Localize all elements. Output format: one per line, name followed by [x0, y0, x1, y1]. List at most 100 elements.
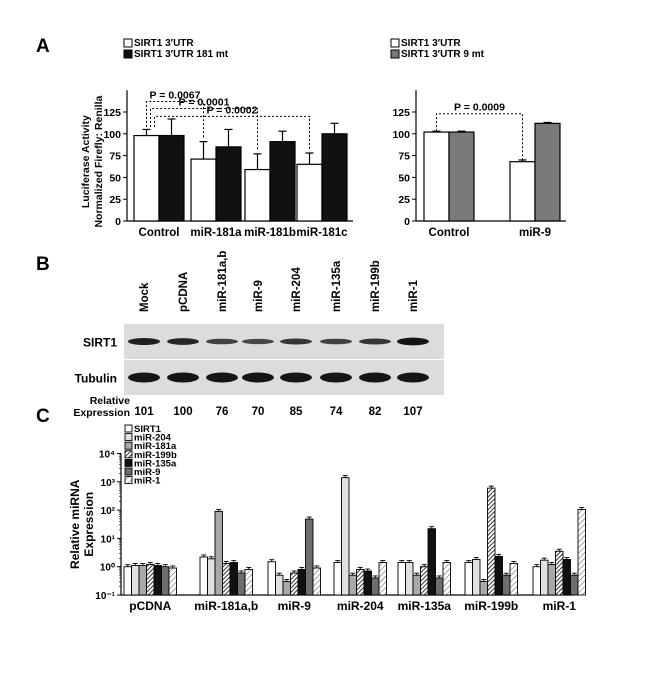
relative-expression-value-mir-135a: 74: [330, 406, 343, 418]
legend-label-sirt1-3-utr-181-mt: SIRT1 3′UTR 181 mt: [134, 49, 229, 60]
bar-mir-199b-mir-135a: [420, 566, 429, 596]
lane-label-mir-204: miR-204: [291, 267, 303, 312]
lane-label-mir-1: miR-1: [408, 279, 420, 312]
legend-swatch: [123, 38, 133, 48]
legend-swatch: [390, 49, 400, 59]
legend-swatch: [124, 450, 133, 459]
bar-mir-181a-mir-1: [547, 564, 556, 596]
legend-swatch: [124, 476, 133, 485]
bar-mir-9-mir-204: [371, 577, 380, 596]
relative-expression-value-mir-199b: 82: [369, 406, 382, 418]
bar-mir-181a-pcdna: [138, 565, 147, 596]
significance-bracket: [146, 101, 204, 140]
legend-label-mir-199b: miR-199b: [134, 450, 177, 461]
band-tubulin-mir-204: [280, 372, 312, 383]
band-tubulin-mir-199b: [359, 372, 391, 383]
x-tick-label-mir-181a: miR-181a: [190, 227, 242, 239]
p-value-label: P = 0.0067: [150, 90, 201, 102]
bar-mir-135a-mir-9: [297, 568, 306, 596]
bar-sirt1-pcdna: [123, 566, 132, 596]
bar-mir-135a-pcdna: [153, 565, 162, 596]
bar-sirt1-3-utr-9-mt-control: [448, 131, 475, 222]
bar-sirt1-3-utr-181-mt-mir-181a: [215, 146, 242, 222]
bar-mir-204-mir-1: [540, 559, 549, 596]
band-sirt1-mir-9: [242, 338, 274, 345]
panel-letter-c: C: [36, 406, 50, 427]
bar-mir-181a-mir-9: [282, 581, 291, 596]
relative-expression-label: Expression: [73, 407, 130, 419]
x-tick-label-control: Control: [139, 227, 180, 239]
bar-mir-204-pcdna: [131, 565, 140, 596]
y-tick-label: 10⁻¹: [95, 591, 115, 602]
y-tick-label: 25: [109, 194, 121, 206]
legend-label-mir-9: miR-9: [134, 467, 160, 478]
bar-mir-9-pcdna: [161, 566, 170, 596]
bar-mir-1-mir-181a-b: [244, 568, 253, 596]
legend-swatch: [123, 49, 133, 59]
relative-expression-value-mir-204: 85: [290, 406, 303, 418]
y-tick-label: 10⁴: [99, 450, 115, 461]
bar-mir-181a-mir-204: [348, 574, 357, 596]
y-tick-label: 10¹: [101, 534, 116, 545]
legend-swatch: [124, 433, 133, 442]
bar-mir-1-mir-204: [378, 562, 387, 596]
chart-a-left: 0 25 50 75 100 125 Luciferase Activity Normaliz…: [80, 38, 353, 239]
lane-label-pcdna: pCDNA: [178, 272, 190, 312]
bar-mir-135a-mir-135a: [427, 528, 436, 596]
bar-mir-135a-mir-204: [363, 570, 372, 596]
band-sirt1-pcdna: [167, 338, 199, 345]
p-value-label: P = 0.0002: [207, 104, 258, 116]
bar-mir-199b-mir-199b: [487, 487, 496, 596]
lane-label-mir-135a: miR-135a: [331, 260, 343, 312]
bar-sirt1-3-utr-control: [423, 131, 450, 222]
bar-mir-199b-pcdna: [146, 564, 155, 596]
legend-label-mir-181a: miR-181a: [134, 441, 177, 452]
x-tick-label-mir-9: miR-9: [278, 599, 312, 613]
bar-sirt1-3-utr-9-mt-mir-9: [534, 122, 561, 222]
relative-expression-value-mock: 101: [134, 406, 154, 418]
bar-mir-204-mir-9: [275, 574, 284, 596]
x-tick-label-mir-181a-b: miR-181a,b: [194, 599, 258, 613]
bar-sirt1-3-utr-181-mt-mir-181b: [269, 141, 296, 222]
legend-swatch: [124, 424, 133, 433]
p-value-label: P = 0.0001: [179, 97, 230, 109]
y-axis-label: Relative miRNA: [68, 479, 82, 569]
y-axis-label: Normalized Firefly: Renilla: [93, 96, 105, 228]
legend-label-mir-135a: miR-135a: [134, 458, 177, 469]
lane-label-mock: Mock: [139, 282, 151, 312]
bar-mir-199b-mir-204: [356, 568, 365, 596]
relative-expression-value-mir-9: 70: [252, 406, 265, 418]
bar-mir-9-mir-1: [570, 574, 579, 596]
y-tick-label: 100: [392, 129, 410, 141]
bar-sirt1-mir-135a: [397, 562, 406, 596]
y-tick-label: 100: [103, 129, 121, 141]
x-tick-label-mir-9: miR-9: [519, 227, 551, 239]
legend-swatch: [124, 458, 133, 467]
bar-sirt1-3-utr-mir-9: [509, 161, 536, 222]
bar-mir-9-mir-9: [305, 518, 314, 596]
bar-sirt1-3-utr-181-mt-mir-181c: [321, 133, 348, 222]
band-tubulin-pcdna: [167, 372, 199, 383]
legend-label-sirt1-3-utr-9-mt: SIRT1 3′UTR 9 mt: [401, 49, 485, 60]
bar-sirt1-mir-9: [267, 561, 276, 596]
y-tick-label: 125: [103, 107, 121, 119]
x-tick-label-mir-181c: miR-181c: [296, 227, 348, 239]
relative-expression-value-mir-1: 107: [403, 406, 422, 418]
y-tick-label: 50: [109, 172, 121, 184]
bar-sirt1-3-utr-control: [133, 134, 160, 222]
y-tick-label: 75: [109, 151, 121, 163]
y-tick-label: 10⁰: [100, 563, 115, 574]
bar-mir-9-mir-181a-b: [237, 572, 246, 596]
y-tick-label: 125: [392, 107, 410, 119]
significance-bracket: [154, 115, 310, 150]
x-tick-label-mir-1: miR-1: [543, 599, 577, 613]
relative-expression-value-pcdna: 100: [173, 406, 192, 418]
western-blot-panel: Mock pCDNA miR-181a,b miR-9 miR-204 miR-135a m…: [73, 251, 444, 419]
significance-bracket: [436, 113, 523, 160]
chart-c: 10⁻¹ 10⁰ 10¹ 10² 10³ 10⁴ Relative miRNA Express…: [68, 424, 586, 613]
bar-sirt1-mir-1: [532, 566, 541, 596]
y-axis-label: Luciferase Activity: [80, 115, 92, 208]
bar-mir-199b-mir-9: [290, 572, 299, 596]
bar-mir-204-mir-204: [341, 477, 350, 596]
